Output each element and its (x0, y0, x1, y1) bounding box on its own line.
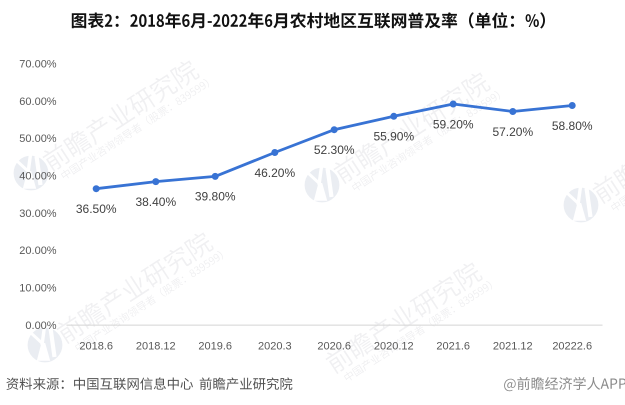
svg-text:38.40%: 38.40% (135, 195, 176, 209)
svg-text:2021.6: 2021.6 (436, 341, 470, 353)
svg-text:55.90%: 55.90% (373, 130, 414, 144)
svg-text:0.00%: 0.00% (25, 320, 56, 332)
svg-text:40.00%: 40.00% (19, 171, 57, 183)
svg-text:46.20%: 46.20% (254, 166, 295, 180)
svg-text:36.50%: 36.50% (76, 202, 117, 216)
svg-text:20.00%: 20.00% (19, 245, 57, 257)
svg-text:2018.6: 2018.6 (79, 341, 113, 353)
svg-text:2020.12: 2020.12 (374, 341, 414, 353)
svg-text:2018.12: 2018.12 (136, 341, 176, 353)
svg-text:2020.3: 2020.3 (258, 341, 292, 353)
svg-text:50.00%: 50.00% (19, 133, 57, 145)
svg-text:39.80%: 39.80% (195, 190, 236, 204)
svg-text:58.80%: 58.80% (552, 119, 593, 133)
svg-text:60.00%: 60.00% (19, 96, 57, 108)
svg-text:20222.6: 20222.6 (552, 341, 592, 353)
svg-text:2019.6: 2019.6 (198, 341, 232, 353)
svg-text:70.00%: 70.00% (19, 59, 57, 71)
svg-text:30.00%: 30.00% (19, 208, 57, 220)
svg-text:59.20%: 59.20% (433, 117, 474, 131)
svg-text:2020.6: 2020.6 (317, 341, 351, 353)
svg-text:2021.12: 2021.12 (493, 341, 533, 353)
svg-text:52.30%: 52.30% (314, 143, 355, 157)
svg-text:10.00%: 10.00% (19, 283, 57, 295)
svg-text:57.20%: 57.20% (492, 125, 533, 139)
